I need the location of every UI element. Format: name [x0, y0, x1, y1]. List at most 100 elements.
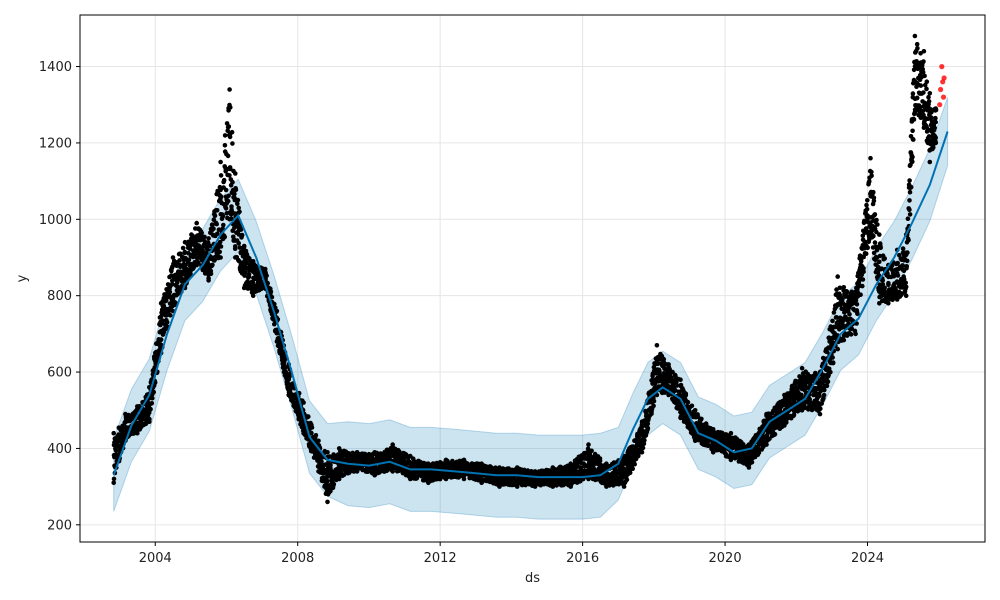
observed-point [148, 406, 153, 412]
observed-point [844, 289, 850, 295]
observed-point [264, 273, 269, 279]
observed-point [205, 247, 210, 252]
observed-point [860, 277, 866, 282]
observed-point [306, 414, 311, 419]
observed-point [645, 426, 651, 431]
observed-point [903, 280, 908, 286]
observed-point [208, 271, 214, 277]
observed-point [863, 251, 869, 256]
observed-point [170, 278, 175, 284]
observed-point [872, 240, 878, 245]
observed-point [907, 207, 912, 213]
observed-point [875, 222, 880, 227]
observed-point [215, 231, 220, 237]
observed-point [223, 206, 229, 211]
observed-point [236, 205, 241, 211]
observed-point [268, 289, 274, 294]
observed-point [325, 478, 330, 484]
observed-point [237, 209, 242, 214]
observed-point [226, 124, 232, 129]
observed-point [914, 95, 920, 101]
observed-point [861, 265, 866, 271]
observed-point [164, 319, 170, 325]
observed-point [328, 462, 333, 468]
observed-point [235, 201, 240, 207]
observed-point [221, 222, 226, 228]
observed-point [830, 355, 835, 360]
observed-point [910, 91, 916, 96]
observed-point [309, 430, 314, 436]
observed-point [683, 391, 689, 397]
observed-point [341, 472, 347, 478]
observed-point [904, 258, 910, 264]
observed-point [630, 466, 635, 472]
observed-point [160, 318, 165, 324]
observed-point [907, 212, 913, 217]
observed-point [900, 246, 906, 251]
observed-point [642, 438, 647, 443]
observed-point [182, 250, 187, 256]
observed-point [597, 456, 603, 461]
observed-point [589, 448, 594, 454]
observed-point [651, 403, 656, 409]
observed-point [222, 143, 228, 148]
observed-point [910, 128, 915, 134]
observed-point [331, 481, 337, 487]
observed-point [905, 216, 911, 221]
observed-point [230, 179, 235, 185]
observed-point [186, 257, 192, 263]
observed-point [223, 169, 228, 174]
observed-point [212, 213, 218, 218]
observed-point [918, 83, 924, 88]
observed-point [227, 173, 232, 178]
observed-point [158, 337, 164, 342]
observed-point [225, 198, 231, 204]
observed-point [218, 244, 224, 249]
observed-point [239, 232, 245, 238]
observed-point [199, 230, 204, 236]
observed-point [869, 173, 874, 179]
observed-point [828, 369, 833, 375]
observed-point [220, 213, 226, 219]
observed-point [882, 285, 887, 291]
observed-point [111, 476, 117, 482]
observed-point [825, 379, 831, 384]
uncertainty-band [113, 96, 949, 520]
observed-point [313, 433, 319, 438]
observed-point [200, 248, 205, 254]
observed-point [906, 237, 911, 243]
observed-point [207, 243, 213, 249]
observed-point [225, 153, 231, 159]
observed-point [860, 283, 865, 289]
observed-point [865, 198, 870, 203]
observed-point [640, 445, 646, 451]
observed-point [817, 393, 822, 399]
observed-point [651, 398, 657, 404]
observed-point [915, 46, 920, 51]
observed-point [841, 337, 847, 343]
observed-point [772, 431, 778, 437]
observed-point [689, 403, 695, 409]
observed-point [865, 245, 870, 251]
observed-point [168, 313, 173, 318]
observed-point [858, 292, 863, 298]
observed-point [177, 258, 182, 263]
observed-point [848, 332, 854, 337]
observed-point [871, 195, 877, 200]
observed-point [150, 395, 155, 401]
observed-point [269, 295, 275, 300]
observed-point [864, 202, 869, 208]
observed-point [749, 460, 755, 465]
observed-point [257, 278, 263, 284]
observed-point [218, 173, 224, 178]
observed-point [907, 189, 913, 195]
observed-point [703, 421, 709, 426]
observed-point [624, 477, 630, 483]
observed-point [905, 250, 910, 255]
observed-point [837, 285, 843, 291]
observed-point [632, 461, 637, 467]
observed-point [855, 311, 860, 317]
observed-point [202, 234, 207, 240]
